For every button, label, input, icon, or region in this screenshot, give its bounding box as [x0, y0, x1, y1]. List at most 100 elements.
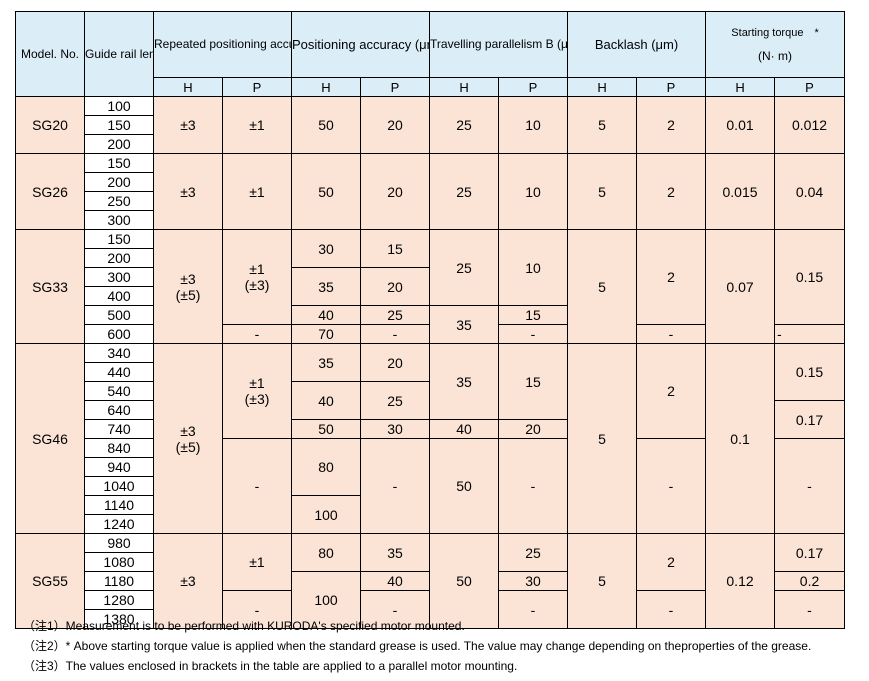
position-accuracy-h: 30 [291, 229, 361, 268]
header-travelling-parallelism: Travelling parallelism B (μm) [429, 11, 569, 78]
repeat-accuracy-h: ±3 (±5) [153, 343, 223, 534]
rail-length: 150 [84, 153, 154, 173]
backlash-p: - [636, 590, 707, 629]
rail-length: 1280 [84, 590, 154, 610]
subheader-h: H [153, 77, 223, 97]
torque-p: - [774, 324, 846, 344]
parallelism-p: - [498, 590, 569, 629]
position-accuracy-p: 25 [359, 381, 431, 420]
repeat-accuracy-h: ±3 [153, 533, 223, 629]
rail-length: 980 [84, 533, 154, 553]
position-accuracy-h: 50 [291, 96, 361, 154]
torque-p: 0.15 [774, 229, 846, 325]
subheader-p: P [359, 77, 431, 97]
header-starting-torque: Starting torque * (N· m) [705, 11, 846, 78]
position-accuracy-p: 20 [359, 96, 431, 154]
torque-h: 0.015 [705, 153, 776, 230]
subheader-p: P [636, 77, 707, 97]
repeat-accuracy-h: ±3 [153, 153, 223, 230]
rail-length: 500 [84, 305, 154, 325]
torque-p: 0.15 [774, 343, 846, 401]
header-repeated-positioning-accuracy: Repeated positioning accuracy (μm) [153, 11, 292, 78]
parallelism-p: 10 [498, 153, 569, 230]
header-model-no: Model. No. [15, 11, 85, 97]
repeat-accuracy-h-value: ±3 [180, 422, 196, 439]
rail-length: 300 [84, 210, 154, 230]
subheader-h: H [429, 77, 500, 97]
position-accuracy-p: 30 [359, 419, 431, 439]
torque-p: 0.012 [774, 96, 846, 154]
rail-length: 100 [84, 96, 154, 116]
position-accuracy-p: 20 [359, 153, 431, 230]
rail-length: 940 [84, 457, 154, 477]
parallelism-p: - [498, 438, 569, 534]
subheader-h: H [705, 77, 776, 97]
rail-length: 200 [84, 172, 154, 192]
rail-length: 740 [84, 419, 154, 439]
position-accuracy-h: 80 [291, 533, 361, 572]
rail-length: 340 [84, 343, 154, 363]
torque-h: 0.1 [705, 343, 776, 534]
rail-length: 1040 [84, 476, 154, 496]
position-accuracy-p: - [359, 590, 431, 629]
parallelism-p: 30 [498, 571, 569, 591]
torque-h: 0.07 [705, 229, 776, 344]
backlash-p: 2 [636, 96, 707, 154]
repeat-accuracy-p-value: ±1 [249, 261, 265, 277]
repeat-accuracy-p: - [222, 438, 292, 534]
position-accuracy-p: 20 [359, 343, 431, 382]
position-accuracy-p: 35 [359, 533, 431, 572]
backlash-h: 5 [567, 533, 638, 629]
position-accuracy-p: 25 [359, 305, 431, 325]
backlash-h: 5 [567, 343, 638, 534]
position-accuracy-p: 20 [359, 267, 431, 306]
parallelism-h: 25 [429, 229, 500, 306]
repeat-accuracy-h-bracket: (±5) [175, 438, 201, 455]
torque-p: 0.17 [774, 400, 846, 439]
rail-length: 1140 [84, 495, 154, 515]
parallelism-p: 25 [498, 533, 569, 572]
position-accuracy-h: 35 [291, 343, 361, 382]
footnotes: （注1）Measurement is to be performed with … [23, 616, 869, 676]
subheader-p: P [498, 77, 569, 97]
torque-h: 0.01 [705, 96, 776, 154]
header-backlash: Backlash (μm) [567, 11, 707, 78]
header-positioning-accuracy: Positioning accuracy (μm) [290, 11, 431, 78]
rail-length: 1240 [84, 514, 154, 534]
backlash-h: 5 [567, 229, 638, 344]
footnote: （注3）The values enclosed in brackets in t… [23, 659, 518, 673]
position-accuracy-p: - [359, 324, 431, 344]
rail-length: 200 [84, 248, 154, 268]
model-name: SG33 [15, 229, 85, 344]
torque-p: - [774, 438, 846, 534]
model-name: SG26 [15, 153, 85, 230]
parallelism-h: 35 [429, 305, 500, 344]
repeat-accuracy-p-bracket: (±3) [244, 277, 270, 293]
subheader-h: H [567, 77, 638, 97]
position-accuracy-p: 15 [359, 229, 431, 268]
backlash-p: 2 [636, 229, 707, 325]
parallelism-h: 25 [429, 153, 500, 230]
rail-length: 1080 [84, 552, 154, 572]
parallelism-h: 50 [429, 533, 500, 629]
parallelism-p: 15 [498, 305, 569, 325]
footnote: （注2）* Above starting torque value is app… [23, 639, 812, 653]
rail-length: 300 [84, 267, 154, 287]
footnote: （注1）Measurement is to be performed with … [23, 619, 465, 633]
repeat-accuracy-h: ±3 (±5) [153, 229, 223, 344]
torque-p: - [774, 590, 846, 629]
repeat-accuracy-p: ±1 [222, 153, 292, 230]
backlash-h: 5 [567, 153, 638, 230]
repeat-accuracy-h: ±3 [153, 96, 223, 154]
rail-length: 1180 [84, 571, 154, 591]
repeat-accuracy-p: - [222, 590, 292, 629]
subheader-p: P [774, 77, 846, 97]
parallelism-p: 10 [498, 229, 569, 306]
header-starting-torque-unit: (N· m) [758, 48, 792, 63]
repeat-accuracy-h-bracket: (±5) [175, 286, 201, 303]
subheader-h: H [291, 77, 361, 97]
rail-length: 1380 [84, 609, 154, 629]
repeat-accuracy-p: ±1 (±3) [222, 229, 292, 325]
torque-p: 0.04 [774, 153, 846, 230]
parallelism-p: - [498, 324, 569, 344]
